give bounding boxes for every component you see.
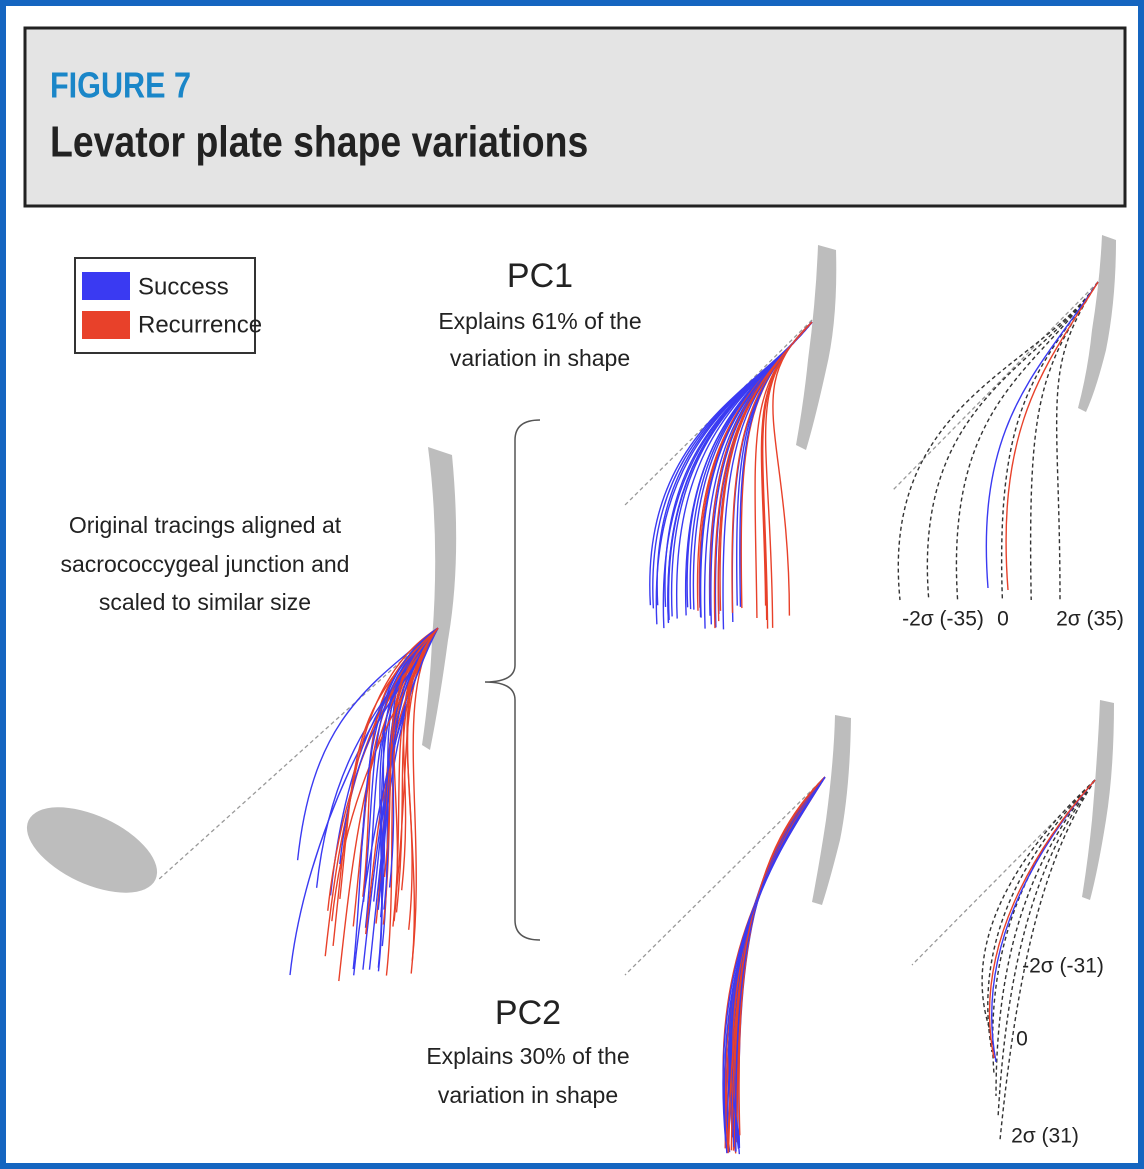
caption-line: Original tracings aligned at [69, 512, 342, 538]
pc-title: PC1 [507, 257, 573, 295]
sigma-label: 2σ (31) [1011, 1125, 1079, 1148]
sigma-label: 0 [997, 608, 1009, 631]
legend-label: Success [138, 273, 229, 300]
caption-line: sacrococcygeal junction and [61, 551, 350, 577]
sigma-label: 0 [1016, 1028, 1028, 1051]
pc-title: PC2 [495, 994, 561, 1032]
caption-line: scaled to similar size [99, 589, 311, 615]
pc-description: variation in shape [450, 345, 630, 371]
sigma-label: -2σ (-31) [1022, 955, 1104, 978]
figure-label: FIGURE 7 [50, 66, 191, 106]
figure-title: Levator plate shape variations [50, 117, 588, 167]
figure: FIGURE 7 Levator plate shape variations … [0, 0, 1144, 1169]
sigma-label: 2σ (35) [1056, 608, 1124, 631]
pc-description: variation in shape [438, 1082, 618, 1108]
sigma-label: -2σ (-35) [902, 608, 984, 631]
pc-description: Explains 30% of the [426, 1043, 629, 1069]
legend-swatch [82, 272, 130, 300]
legend-swatch [82, 311, 130, 339]
legend-label: Recurrence [138, 311, 262, 338]
pc-description: Explains 61% of the [438, 308, 641, 334]
